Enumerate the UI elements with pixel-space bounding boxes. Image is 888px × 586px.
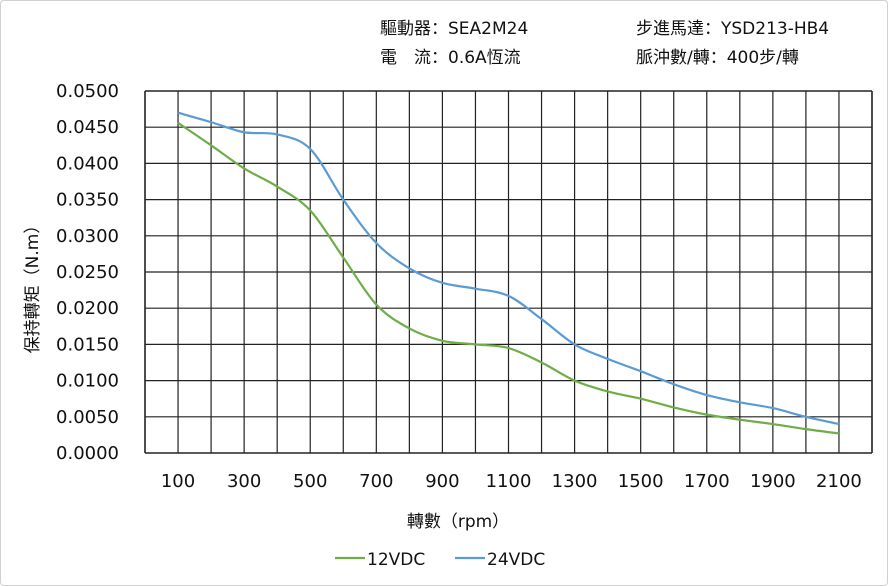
y-tick-label: 0.0300 <box>56 226 119 247</box>
y-tick-label: 0.0000 <box>56 443 119 464</box>
x-tick-label: 1900 <box>750 471 796 492</box>
x-tick-label: 1700 <box>684 471 730 492</box>
y-tick-label: 0.0100 <box>56 371 119 392</box>
x-tick-label: 900 <box>425 471 459 492</box>
x-tick-label: 1300 <box>552 471 598 492</box>
legend-label: 12VDC <box>367 550 425 570</box>
motor-info: 步進馬達：YSD213-HB4 <box>636 19 829 39</box>
x-tick-label: 500 <box>293 471 327 492</box>
y-tick-label: 0.0250 <box>56 262 119 283</box>
legend: 12VDC 24VDC <box>335 550 545 570</box>
y-tick-label: 0.0050 <box>56 407 119 428</box>
y-axis-label: 保持轉矩（N.m） <box>23 217 43 354</box>
x-tick-label: 300 <box>227 471 261 492</box>
legend-label: 24VDC <box>487 550 545 570</box>
series-line-24VDC <box>177 111 840 426</box>
x-tick-label: 100 <box>161 471 195 492</box>
x-tick-label: 2100 <box>816 471 862 492</box>
pulses-info: 脈沖數/轉：400步/轉 <box>636 48 799 68</box>
x-tick-labels: 100 300 500 700 900 1100 1300 1500 1700 1900 2100 <box>161 471 862 492</box>
x-tick-label: 1500 <box>618 471 664 492</box>
series-lines <box>177 111 840 435</box>
y-tick-labels: 0.0000 0.0050 0.0100 0.0150 0.0200 0.0250 0.03… <box>56 81 119 464</box>
grid <box>144 90 873 454</box>
y-tick-label: 0.0350 <box>56 190 119 211</box>
x-tick-label: 1100 <box>486 471 532 492</box>
y-tick-label: 0.0500 <box>56 81 119 102</box>
y-tick-label: 0.0200 <box>56 298 119 319</box>
x-tick-label: 700 <box>359 471 393 492</box>
x-axis-label: 轉數（rpm） <box>407 512 509 532</box>
y-tick-label: 0.0400 <box>56 153 119 174</box>
y-tick-label: 0.0150 <box>56 334 119 355</box>
series-line-12VDC <box>177 121 840 435</box>
driver-info: 驅動器：SEA2M24 <box>380 19 528 39</box>
current-info: 電 流：0.6A恆流 <box>380 48 521 68</box>
y-tick-label: 0.0450 <box>56 117 119 138</box>
